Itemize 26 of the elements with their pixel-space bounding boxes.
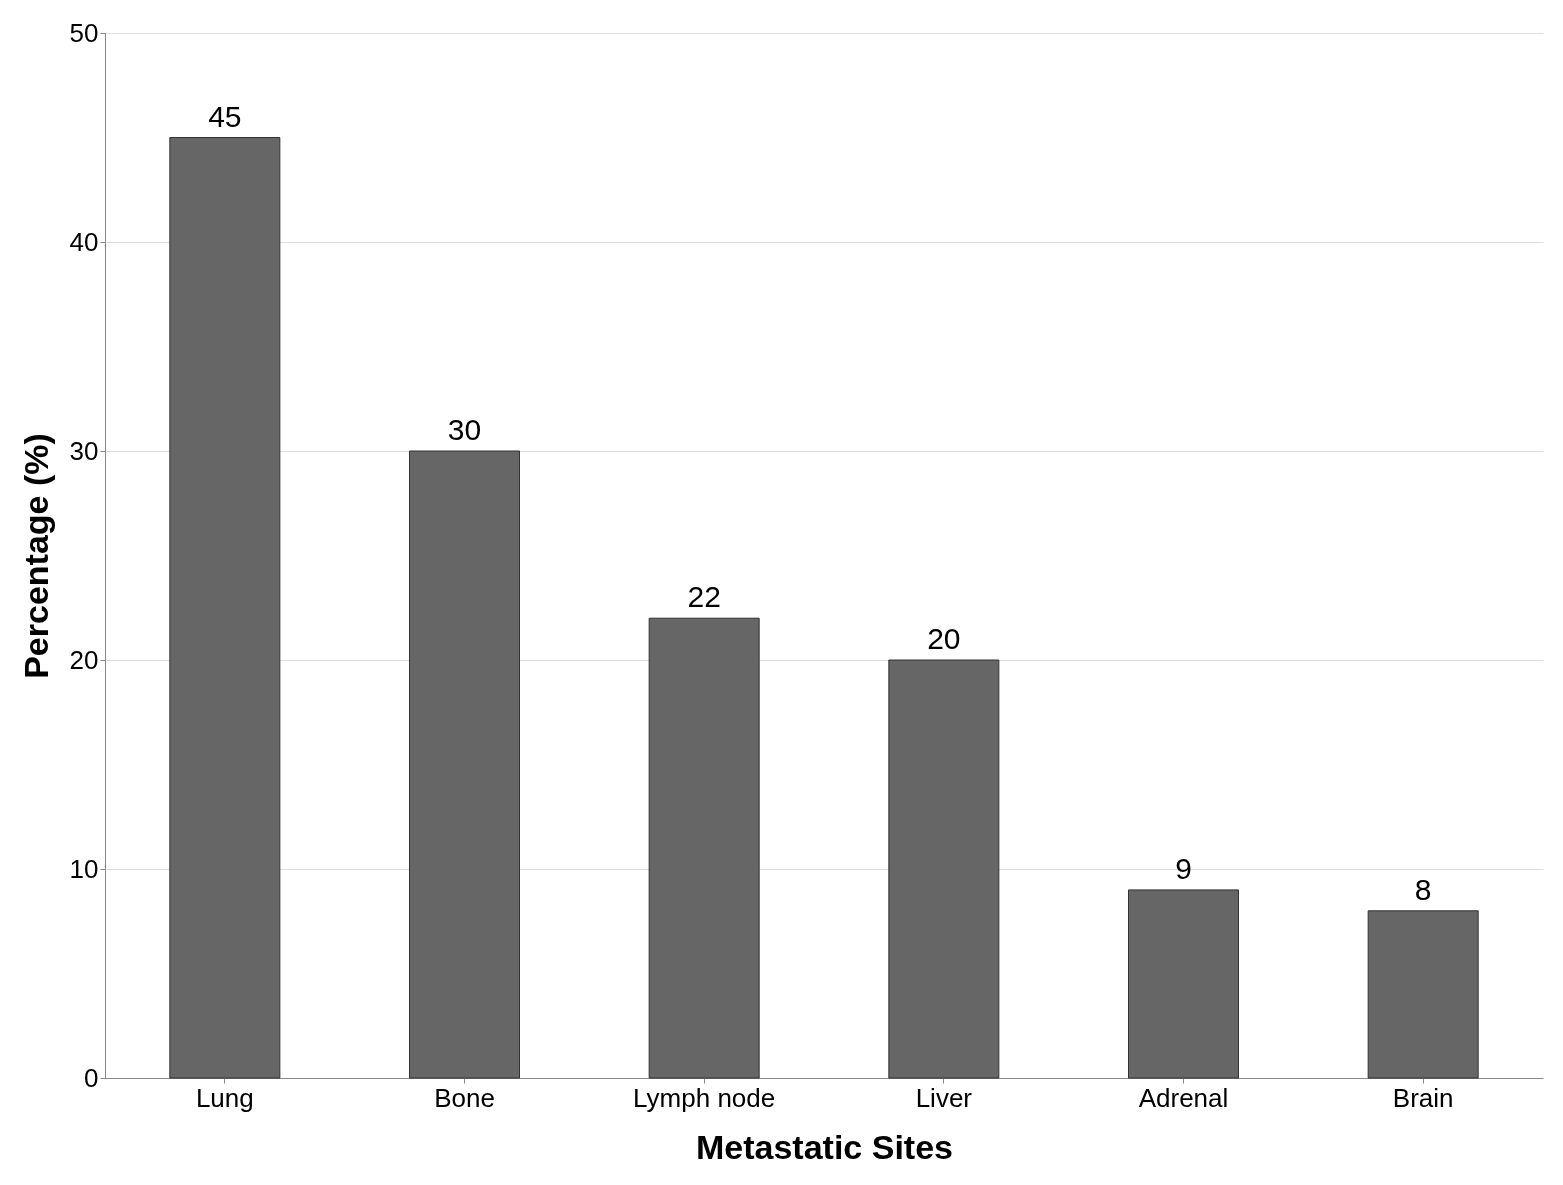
- y-tick-label: 50: [69, 17, 99, 48]
- bar: [409, 450, 520, 1079]
- x-tick-label: Liver: [915, 1082, 973, 1113]
- x-tick-label: Adrenal: [1138, 1082, 1229, 1113]
- bar: [648, 617, 760, 1079]
- bar: [888, 659, 1000, 1079]
- bar: [169, 137, 281, 1079]
- bar: [1367, 910, 1479, 1079]
- x-tick-label: Brain: [1392, 1082, 1454, 1113]
- data-label: 8: [1414, 872, 1432, 906]
- x-tick-label: Lung: [195, 1082, 254, 1113]
- data-label: 30: [447, 413, 482, 446]
- bar: [1128, 889, 1239, 1079]
- y-axis-title: Percentage (%): [16, 433, 55, 679]
- y-tick-label: 40: [69, 226, 99, 257]
- x-tick-label: Bone: [434, 1082, 495, 1113]
- x-axis-title: Metastatic Sites: [696, 1127, 953, 1166]
- data-label: 9: [1175, 851, 1192, 885]
- y-tick-label: 0: [84, 1062, 99, 1093]
- y-tick-label: 10: [69, 853, 99, 884]
- data-label: 20: [927, 622, 961, 655]
- data-label: 45: [208, 99, 242, 133]
- data-label: 22: [687, 580, 721, 614]
- x-tick-label: Lymph node: [633, 1082, 776, 1113]
- y-tick-label: 30: [69, 435, 99, 466]
- y-tick-label: 20: [69, 644, 99, 675]
